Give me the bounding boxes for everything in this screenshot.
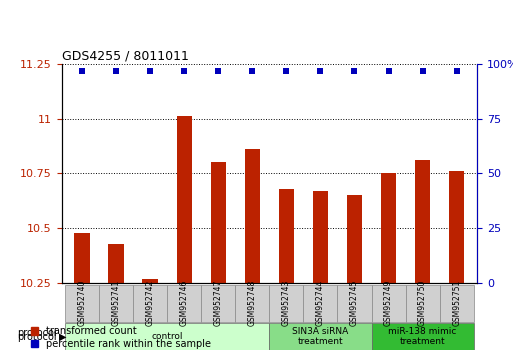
Text: GSM952750: GSM952750 (418, 280, 427, 326)
Point (180, 69, 188, 74)
Point (452, 69, 461, 74)
Text: protocol: protocol (17, 328, 56, 338)
Text: SIN3A siRNA
treatment: SIN3A siRNA treatment (292, 327, 348, 346)
Text: ▶: ▶ (59, 332, 67, 342)
Point (317, 69, 325, 74)
Text: GSM952742: GSM952742 (146, 280, 154, 326)
Bar (245, 149, 260, 283)
Bar (269, 285, 303, 321)
Text: GSM952747: GSM952747 (214, 280, 223, 326)
Point (214, 69, 222, 74)
Bar (406, 285, 440, 321)
Text: miR-138 mimic
treatment: miR-138 mimic treatment (388, 327, 457, 346)
Point (350, 69, 359, 74)
Text: GSM952745: GSM952745 (350, 280, 359, 326)
Point (248, 69, 256, 74)
Bar (143, 279, 158, 283)
Bar (133, 285, 167, 321)
Bar (99, 285, 133, 321)
Point (112, 69, 120, 74)
Point (384, 69, 392, 74)
Bar (303, 285, 338, 321)
Bar (415, 160, 430, 283)
Text: protocol: protocol (17, 332, 56, 342)
Bar (347, 195, 362, 283)
Text: GSM952751: GSM952751 (452, 280, 461, 326)
Text: GDS4255 / 8011011: GDS4255 / 8011011 (62, 50, 188, 63)
Bar (449, 171, 464, 283)
Bar (381, 173, 396, 283)
Bar (313, 191, 328, 283)
Bar (74, 233, 90, 283)
Bar (371, 285, 406, 321)
Text: GSM952748: GSM952748 (248, 280, 257, 326)
Bar (201, 285, 235, 321)
Bar (65, 285, 99, 321)
Point (78, 69, 86, 74)
Bar (108, 244, 124, 283)
Bar (167, 285, 201, 321)
Text: GSM952749: GSM952749 (384, 280, 393, 326)
Point (282, 69, 290, 74)
Legend: transformed count, percentile rank within the sample: transformed count, percentile rank withi… (30, 326, 211, 349)
Text: GSM952744: GSM952744 (316, 280, 325, 326)
Bar (235, 285, 269, 321)
Text: control: control (151, 332, 183, 341)
Bar (371, 323, 473, 350)
Text: GSM952741: GSM952741 (111, 280, 121, 326)
Bar (279, 189, 294, 283)
Text: GSM952746: GSM952746 (180, 280, 189, 326)
Bar (210, 162, 226, 283)
Bar (338, 285, 371, 321)
Point (419, 69, 427, 74)
Point (146, 69, 154, 74)
Bar (440, 285, 473, 321)
Bar (65, 323, 269, 350)
Text: GSM952743: GSM952743 (282, 280, 291, 326)
Bar (176, 116, 192, 283)
Text: GSM952740: GSM952740 (77, 280, 87, 326)
Bar (269, 323, 371, 350)
